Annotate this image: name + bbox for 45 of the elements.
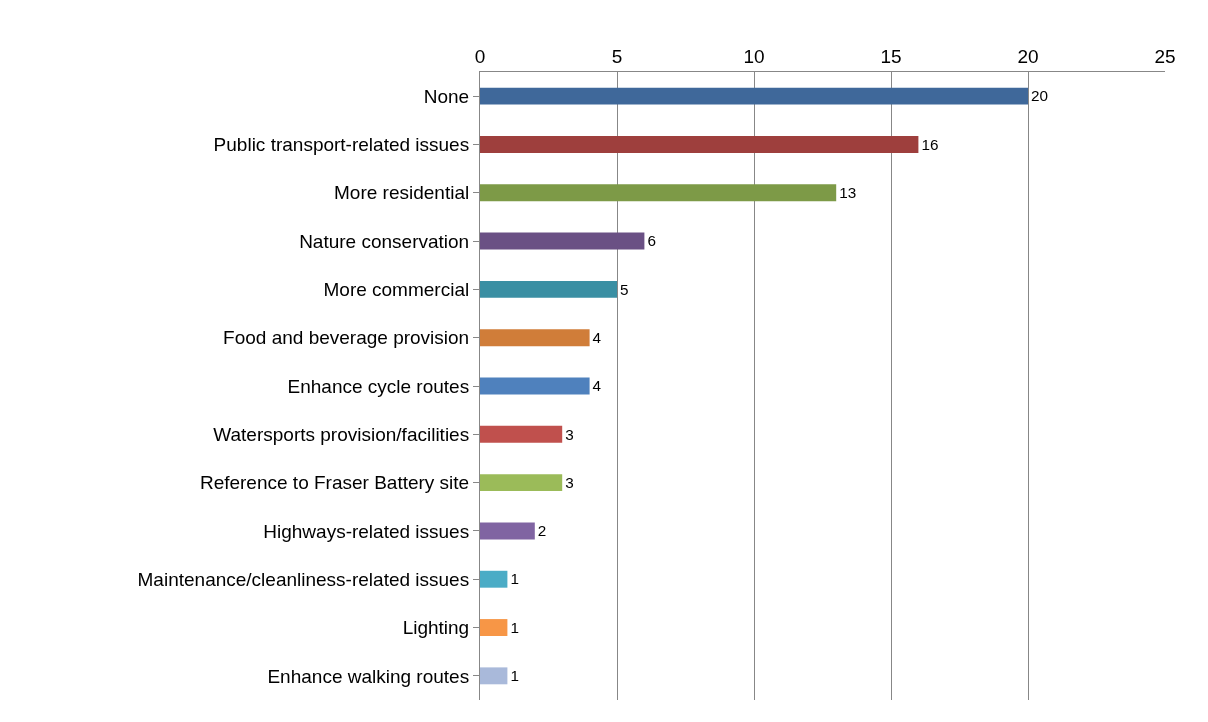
data-label: 3 (565, 473, 574, 491)
data-label: 6 (647, 232, 656, 250)
bar (480, 87, 1028, 105)
bar (480, 570, 508, 588)
y-tick-label: More residential (334, 182, 470, 204)
data-label: 1 (510, 570, 519, 588)
bar (480, 232, 645, 250)
y-tick-label: Food and beverage provision (223, 327, 470, 349)
y-tick-label: Public transport-related issues (213, 134, 470, 156)
bar (480, 184, 837, 202)
data-label: 1 (510, 667, 519, 685)
bar (480, 377, 590, 395)
x-tick-label: 25 (1154, 46, 1176, 68)
bar (480, 619, 508, 636)
data-label: 4 (592, 377, 602, 395)
y-tick-label: Maintenance/cleanliness-related issues (137, 568, 470, 590)
x-tick-label: 0 (474, 46, 486, 68)
y-tick-label: Nature conservation (299, 230, 470, 252)
bar (480, 280, 617, 298)
bar (480, 425, 563, 443)
data-label: 13 (839, 184, 857, 201)
data-label: 4 (592, 328, 602, 346)
x-tick-label: 20 (1017, 46, 1039, 68)
x-tick-label: 5 (611, 46, 623, 68)
x-tick-label: 15 (880, 46, 902, 68)
data-label: 5 (620, 280, 629, 298)
y-tick-label: Enhance cycle routes (287, 375, 470, 397)
data-label: 20 (1031, 87, 1049, 105)
bar (480, 522, 535, 540)
bar (480, 667, 508, 685)
data-label: 3 (565, 425, 574, 443)
y-tick-label: Highways-related issues (263, 520, 470, 542)
data-label: 2 (537, 522, 547, 540)
y-tick-label: Reference to Fraser Battery site (199, 472, 470, 494)
bar (480, 329, 590, 347)
bar (480, 474, 563, 492)
bar (480, 136, 919, 153)
x-tick-label: 10 (743, 46, 765, 68)
y-tick-label: None (423, 85, 470, 107)
y-tick-label: Lighting (402, 617, 470, 639)
y-tick-label: Enhance walking routes (267, 665, 470, 687)
data-label: 1 (510, 618, 519, 636)
y-tick-label: Watersports provision/facilities (213, 423, 470, 445)
y-tick-label: More commercial (323, 279, 470, 301)
data-label: 16 (921, 135, 939, 153)
